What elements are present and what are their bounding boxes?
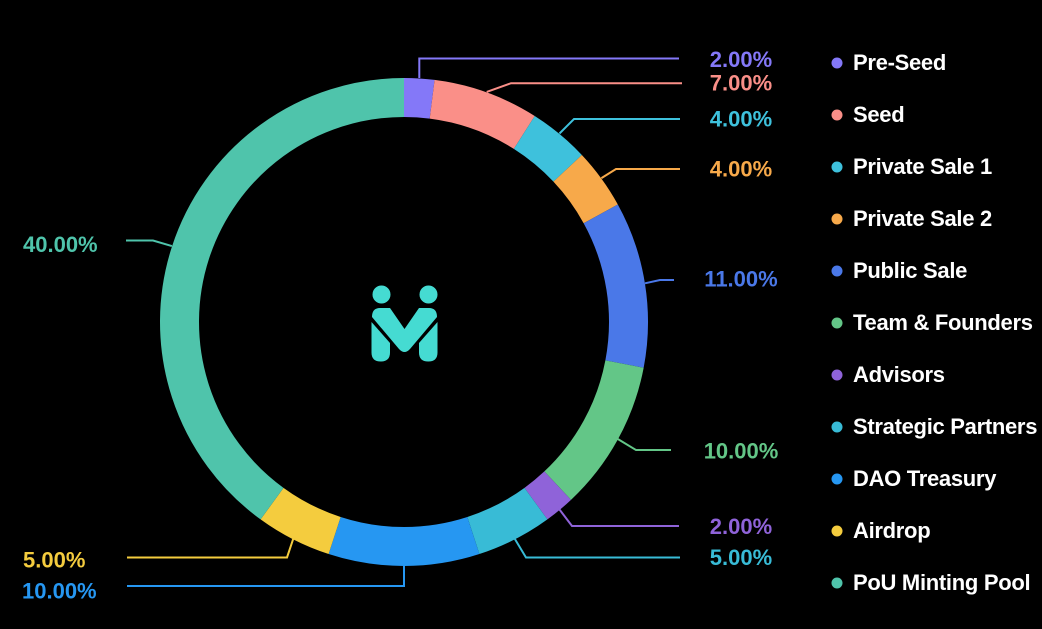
- svg-text:PoU Minting Pool: PoU Minting Pool: [853, 570, 1030, 595]
- svg-text:Private Sale 1: Private Sale 1: [853, 154, 992, 179]
- svg-text:Strategic Partners: Strategic Partners: [853, 414, 1037, 439]
- svg-text:10.00%: 10.00%: [704, 439, 779, 464]
- svg-text:Pre-Seed: Pre-Seed: [853, 50, 946, 75]
- svg-text:40.00%: 40.00%: [23, 232, 98, 257]
- svg-text:10.00%: 10.00%: [22, 579, 97, 604]
- svg-text:2.00%: 2.00%: [710, 47, 772, 72]
- svg-text:4.00%: 4.00%: [710, 107, 772, 132]
- svg-text:Private Sale 2: Private Sale 2: [853, 206, 992, 231]
- svg-text:5.00%: 5.00%: [710, 545, 772, 570]
- svg-text:Advisors: Advisors: [853, 362, 945, 387]
- svg-text:4.00%: 4.00%: [710, 157, 772, 182]
- svg-text:Seed: Seed: [853, 102, 904, 127]
- svg-text:2.00%: 2.00%: [710, 514, 772, 539]
- svg-text:11.00%: 11.00%: [704, 267, 777, 292]
- svg-text:5.00%: 5.00%: [23, 548, 85, 573]
- svg-text:Public Sale: Public Sale: [853, 258, 967, 283]
- svg-text:DAO Treasury: DAO Treasury: [853, 466, 997, 491]
- svg-text:Team & Founders: Team & Founders: [853, 310, 1033, 335]
- svg-text:Airdrop: Airdrop: [853, 518, 930, 543]
- svg-text:7.00%: 7.00%: [710, 70, 772, 95]
